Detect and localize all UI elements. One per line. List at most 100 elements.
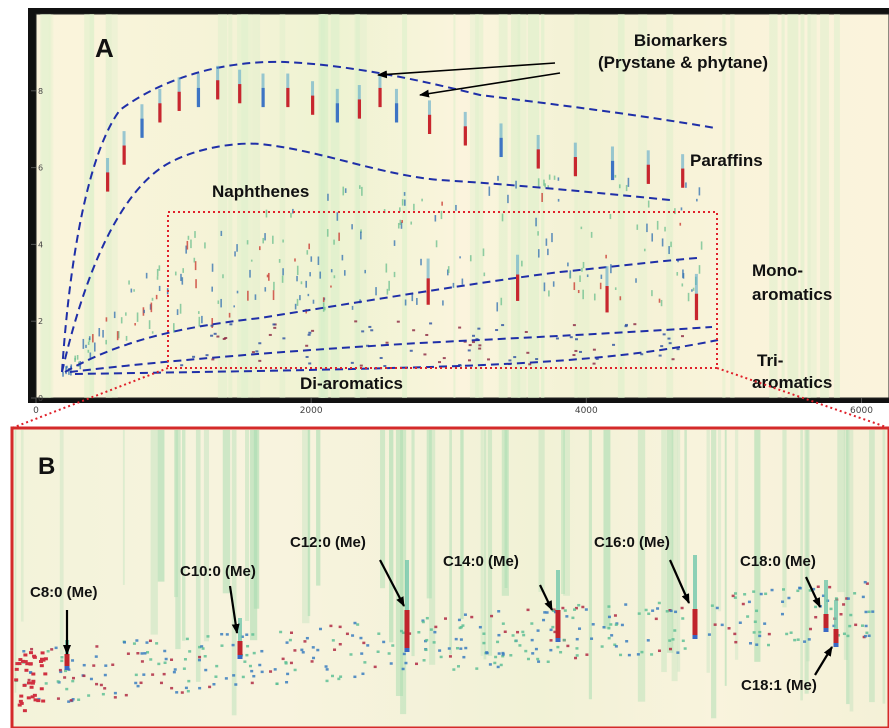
minor-peak [95,645,99,648]
minor-peak [458,626,462,630]
minor-peak [656,220,659,230]
background-streak [837,430,845,593]
minor-peak [95,682,99,686]
background-streak [800,14,805,398]
minor-peak [102,329,104,338]
minor-peak [173,668,177,671]
minor-peak [624,323,628,326]
minor-peak [30,681,35,685]
minor-peak [420,258,422,266]
minor-peak [468,344,472,347]
minor-peak [39,664,44,668]
minor-peak [70,366,72,376]
minor-peak [140,652,144,655]
minor-peak [755,609,759,613]
background-streak [730,14,735,398]
minor-peak [700,241,703,250]
minor-peak [155,642,159,645]
minor-peak [625,184,628,192]
peak [394,103,399,123]
minor-peak [254,294,257,300]
minor-peak [243,660,247,663]
minor-peak [40,651,45,655]
background-streak [846,430,850,705]
background-streak [684,430,687,595]
minor-peak [79,361,82,370]
minor-peak [39,687,44,691]
minor-peak [198,686,202,690]
minor-peak [459,647,463,650]
minor-peak [288,638,292,642]
minor-peak [211,263,214,272]
minor-peak [103,673,107,677]
background-streak [195,430,201,682]
minor-peak [74,355,77,361]
background-streak [395,430,404,696]
paraffin-lower-boundary [61,142,671,373]
background-streak [469,14,477,398]
background-streak [781,14,785,398]
minor-peak [543,179,545,186]
minor-peak [262,237,264,244]
peak-base [64,666,70,670]
minor-peak [361,186,363,196]
minor-peak [316,648,320,652]
minor-peak [212,683,216,686]
minor-peak [464,646,468,650]
minor-peak [136,684,140,688]
minor-peak [28,651,33,655]
minor-peak [158,265,161,271]
minor-peak [575,637,579,641]
minor-peak [620,623,624,627]
minor-peak [94,655,98,658]
minor-peak [258,359,262,362]
background-streak [638,14,648,398]
minor-peak [674,610,678,614]
minor-peak [537,660,541,663]
minor-peak [246,240,249,245]
minor-peak [322,297,325,303]
minor-peak [23,653,28,657]
background-streak [563,430,570,596]
background-streak [603,430,611,629]
minor-peak [421,198,423,202]
background-streak [330,14,340,398]
minor-peak [478,625,482,629]
minor-peak [839,613,843,616]
minor-peak [546,660,550,664]
minor-peak [573,608,577,611]
minor-peak [246,644,250,648]
minor-peak [574,349,578,352]
peak [177,91,181,111]
minor-peak [727,627,731,630]
peak-base [692,635,698,639]
minor-peak [60,656,64,659]
minor-peak [752,631,756,634]
minor-peak [496,665,500,669]
x-tick-label: 0 [33,406,39,416]
minor-peak [482,641,486,645]
minor-peak [865,631,869,635]
minor-peak [591,623,595,626]
minor-peak [442,300,444,306]
minor-peak [467,359,471,362]
minor-peak [425,333,429,336]
minor-peak [511,634,515,637]
minor-peak [557,177,560,181]
background-streak [355,14,367,398]
minor-peak [76,355,79,360]
minor-peak [458,326,462,329]
minor-peak [557,198,560,202]
minor-peak [186,240,189,250]
minor-peak [338,232,340,241]
background-streak [637,430,646,702]
minor-peak [140,660,144,663]
minor-peak [205,354,209,357]
minor-peak [333,648,337,651]
minor-peak [268,272,270,281]
minor-peak [803,640,807,643]
minor-peak [758,630,762,634]
minor-peak [410,221,413,225]
minor-peak [151,331,154,334]
